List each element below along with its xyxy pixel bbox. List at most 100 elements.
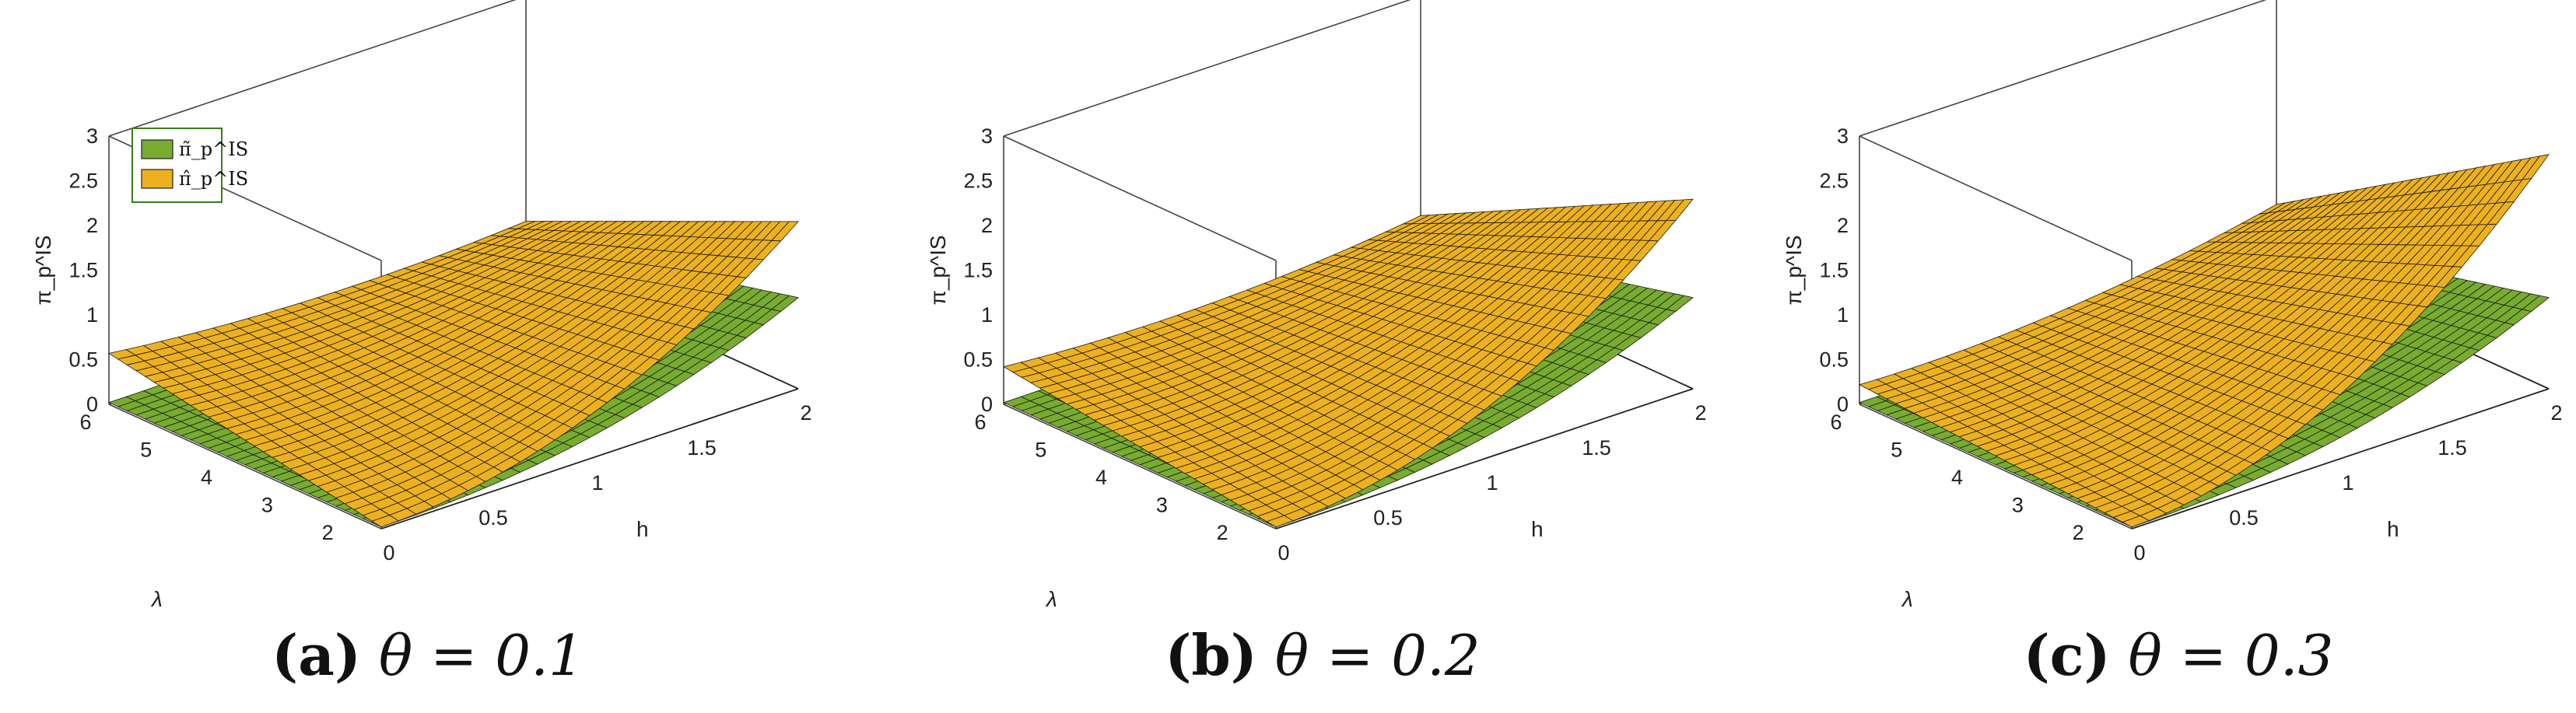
z-tick-label: 0.5 xyxy=(68,348,98,372)
z-tick-label: 0 xyxy=(1837,393,1849,416)
caption-c: (c) θ = 0.3 xyxy=(1751,622,2576,688)
caption-letter-b: (b) xyxy=(1165,622,1257,688)
y-axis-label: λ xyxy=(150,587,163,611)
x-tick-label: 1 xyxy=(591,471,603,495)
y-axis-label: λ xyxy=(1901,587,1913,611)
legend-entry: π̂_p^IS xyxy=(179,168,248,190)
panel-a: 0 0.5 1 1.5 2 2 3 4 5 6 0 0.5 1 1.5 2 2.5 3 h λ π_p^IS π̃_p^… xyxy=(0,0,856,713)
y-tick-label: 3 xyxy=(261,494,273,517)
box-edge xyxy=(1859,404,2133,530)
x-tick-label: 0.5 xyxy=(2229,506,2259,530)
x-axis-label: h xyxy=(636,517,649,541)
z-axis-label: π_p^IS xyxy=(31,235,55,305)
caption-theta-a: θ = 0.1 xyxy=(378,623,584,688)
y-tick-label: 5 xyxy=(140,439,152,462)
z-tick-label: 2 xyxy=(86,214,98,237)
y-tick-label: 2 xyxy=(2073,521,2084,544)
z-tick-label: 1.5 xyxy=(68,259,98,282)
x-tick-label: 0.5 xyxy=(1373,506,1403,530)
surface-plot-a: 00.511.522345600.511.522.53hλπ_p^ISπ̃_p^… xyxy=(31,0,812,611)
surface-cell xyxy=(771,295,799,312)
z-axis-label: π_p^IS xyxy=(1782,235,1806,305)
z-tick-label: 1.5 xyxy=(1819,259,1849,282)
x-tick-label: 1.5 xyxy=(2438,436,2467,460)
y-tick-label: 3 xyxy=(1156,494,1168,517)
h-axis-line xyxy=(380,388,799,530)
z-tick-label: 1 xyxy=(86,303,98,327)
surface-hat xyxy=(1858,154,2550,528)
y-tick-label: 6 xyxy=(974,411,986,434)
surface-cell xyxy=(2522,154,2550,180)
y-tick-label: 2 xyxy=(322,521,334,544)
caption-a: (a) θ = 0.1 xyxy=(0,622,856,688)
x-tick-label: 1.5 xyxy=(687,436,717,460)
z-tick-label: 3 xyxy=(1837,124,1849,148)
legend-swatch xyxy=(141,169,173,189)
y-tick-label: 4 xyxy=(1095,466,1107,489)
box-edge xyxy=(1859,0,2267,137)
x-axis-label: h xyxy=(2387,517,2399,541)
panel-b: 0 0.5 1 1.5 2 2 3 4 5 6 0 0.5 1 1.5 2 2.5 3 h λ π_p^IS (b) … xyxy=(895,0,1751,713)
caption-letter-c: (c) xyxy=(2023,622,2111,688)
z-tick-label: 0 xyxy=(981,393,993,416)
x-tick-label: 1 xyxy=(2342,471,2353,495)
y-axis-label: λ xyxy=(1045,587,1057,611)
box-edge xyxy=(108,404,382,530)
z-tick-label: 1 xyxy=(1837,303,1849,327)
y-tick-label: 2 xyxy=(1217,521,1228,544)
panel-c: 0 0.5 1 1.5 2 2 3 4 5 6 0 0.5 1 1.5 2 2.5 3 h λ π_p^IS (c) … xyxy=(1751,0,2576,713)
surface-cell xyxy=(1666,295,1694,312)
z-axis-label: π_p^IS xyxy=(926,235,950,305)
z-tick-label: 1 xyxy=(981,303,993,327)
y-tick-label: 4 xyxy=(1951,466,1963,489)
x-tick-label: 2 xyxy=(800,401,811,425)
x-tick-label: 2 xyxy=(1695,401,1706,425)
y-tick-label: 5 xyxy=(1035,439,1046,462)
surface-cell xyxy=(2522,295,2550,312)
z-tick-label: 2.5 xyxy=(1819,170,1849,193)
legend: π̃_p^IS π̂_p^IS xyxy=(131,128,248,203)
box-edge xyxy=(1859,135,2133,261)
box-edge xyxy=(1003,404,1277,530)
z-tick-label: 1.5 xyxy=(963,259,993,282)
z-tick-label: 3 xyxy=(86,124,98,148)
z-tick-label: 0.5 xyxy=(1819,348,1849,372)
y-tick-label: 4 xyxy=(201,466,212,489)
y-tick-label: 3 xyxy=(2012,494,2024,517)
y-tick-label: 6 xyxy=(79,411,91,434)
surface-hat xyxy=(107,221,799,528)
surface-cell xyxy=(771,221,799,242)
x-tick-label: 0 xyxy=(2133,541,2145,564)
x-tick-label: 1.5 xyxy=(1582,436,1611,460)
box-edge xyxy=(1003,0,1411,137)
h-axis-line xyxy=(2131,388,2550,530)
z-tick-label: 0 xyxy=(86,393,98,416)
x-tick-label: 2 xyxy=(2550,401,2562,425)
x-axis-label: h xyxy=(1531,517,1544,541)
x-tick-label: 1 xyxy=(1486,471,1498,495)
x-tick-label: 0 xyxy=(1277,541,1289,564)
x-tick-label: 0.5 xyxy=(478,506,508,530)
caption-letter-a: (a) xyxy=(272,622,361,688)
caption-b: (b) θ = 0.2 xyxy=(895,622,1751,688)
y-tick-label: 6 xyxy=(1830,411,1842,434)
legend-entry: π̃_p^IS xyxy=(179,138,248,160)
surface-hat xyxy=(1002,198,1694,528)
caption-theta-c: θ = 0.3 xyxy=(2128,623,2334,688)
box-edge xyxy=(108,0,517,137)
surface-cell xyxy=(1666,198,1694,222)
z-tick-label: 0.5 xyxy=(963,348,993,372)
x-tick-label: 0 xyxy=(383,541,394,564)
z-tick-label: 2 xyxy=(1837,214,1849,237)
z-tick-label: 2 xyxy=(981,214,993,237)
caption-theta-b: θ = 0.2 xyxy=(1274,623,1481,688)
h-axis-line xyxy=(1275,388,1694,530)
y-tick-label: 5 xyxy=(1891,439,1902,462)
legend-swatch xyxy=(141,139,173,159)
z-tick-label: 2.5 xyxy=(963,170,993,193)
